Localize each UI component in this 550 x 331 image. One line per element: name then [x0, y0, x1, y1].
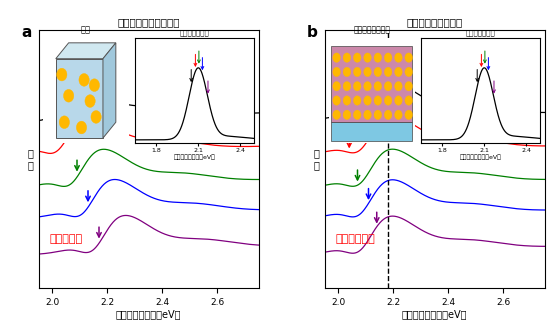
Text: a: a [21, 24, 31, 40]
X-axis label: 光子エネルギー（eV）: 光子エネルギー（eV） [116, 309, 182, 319]
Text: シフトする: シフトする [50, 234, 82, 244]
X-axis label: 光子エネルギー（eV）: 光子エネルギー（eV） [402, 309, 468, 319]
Title: 量子共鳴生じている: 量子共鳴生じている [406, 18, 463, 27]
Text: b: b [307, 24, 318, 40]
Text: シフトしない: シフトしない [336, 234, 375, 244]
Title: 量子共鳴生じていない: 量子共鳴生じていない [117, 18, 180, 27]
Y-axis label: 強
度: 強 度 [314, 148, 319, 170]
Y-axis label: 強
度: 強 度 [28, 148, 33, 170]
